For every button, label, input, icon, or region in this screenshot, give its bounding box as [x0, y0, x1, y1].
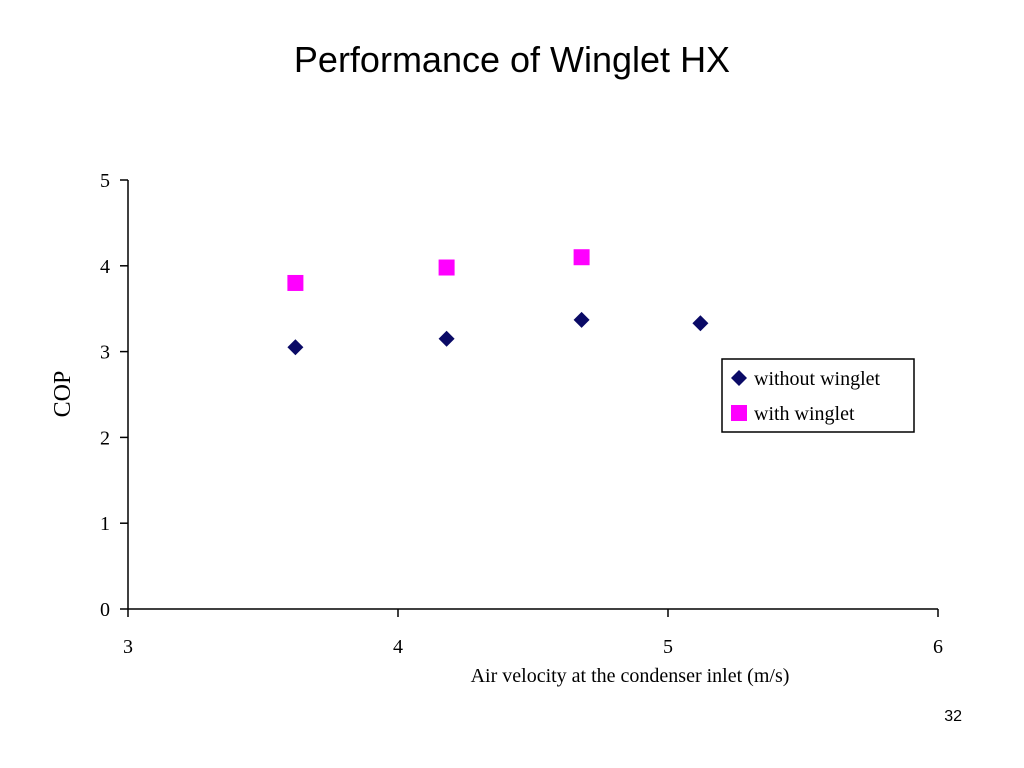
without-winglet-point	[287, 339, 304, 356]
legend-label-2: with winglet	[754, 403, 855, 425]
chart-legend: without winglet with winglet	[721, 358, 915, 433]
y-tick-label: 1	[100, 513, 110, 535]
legend-box	[721, 358, 915, 433]
x-tick-label: 4	[393, 636, 403, 658]
y-tick-label: 0	[100, 599, 110, 621]
y-tick-label: 5	[100, 170, 110, 192]
legend-marker-1	[731, 370, 747, 386]
chart-marks	[287, 249, 709, 356]
legend-marker-2	[731, 405, 747, 421]
page-number: 32	[944, 708, 962, 725]
y-tick-label: 2	[100, 427, 110, 449]
x-tick-label: 3	[123, 636, 133, 658]
x-tick-label: 5	[663, 636, 673, 658]
with-winglet-point	[573, 249, 590, 266]
y-tick-label: 4	[100, 256, 110, 278]
y-axis-label: COP	[50, 371, 76, 418]
with-winglet-point	[438, 259, 455, 276]
without-winglet-point	[438, 330, 455, 347]
legend-label-1: without winglet	[754, 368, 881, 390]
without-winglet-point	[692, 315, 709, 332]
chart-ticks: 0 1 2 3 4 5 3 4 5 6	[100, 170, 943, 658]
chart-axes	[127, 180, 938, 610]
y-tick-label: 3	[100, 342, 110, 364]
x-axis-label: Air velocity at the condenser inlet (m/s…	[471, 665, 790, 687]
x-tick-label: 6	[933, 636, 943, 658]
with-winglet-point	[287, 274, 304, 291]
slide-title: Performance of Winglet HX	[293, 39, 731, 80]
without-winglet-point	[573, 311, 590, 328]
